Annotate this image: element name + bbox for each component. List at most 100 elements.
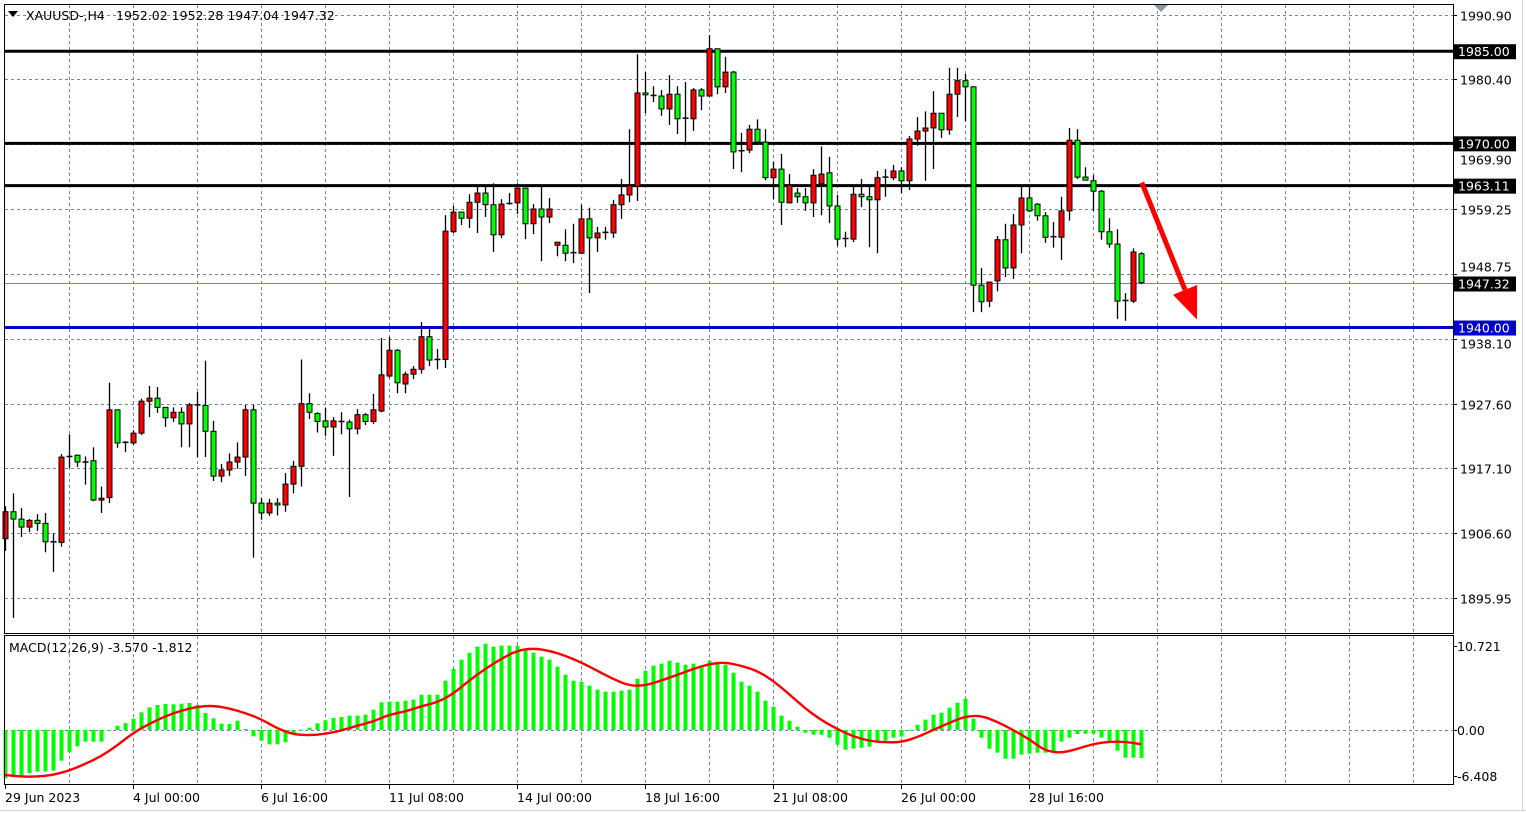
macd-title: MACD(12,26,9) -3.570 -1.812	[9, 640, 192, 655]
candle	[1106, 218, 1113, 248]
candle	[1026, 185, 1033, 213]
candle	[786, 174, 793, 204]
candle-body-bear	[970, 86, 977, 286]
macd-histogram-bar	[827, 730, 832, 738]
candle-body-bear	[10, 511, 17, 520]
macd-histogram-bar	[899, 730, 904, 737]
macd-histogram-bar	[259, 730, 264, 741]
macd-histogram-bar	[363, 714, 368, 730]
candle	[818, 146, 825, 216]
macd-histogram-bar	[811, 730, 816, 735]
candle-body-bull	[594, 232, 601, 239]
candle-body-bull	[954, 80, 961, 95]
candle	[1090, 175, 1097, 211]
candle-body-bear	[482, 192, 489, 206]
candle-body-bull	[410, 368, 417, 375]
candle-body-bear	[394, 349, 401, 384]
main-chart-frame	[4, 4, 1454, 634]
candle-body-bear	[698, 89, 705, 97]
candle-body-bear	[826, 172, 833, 207]
arrow-head-icon[interactable]	[1172, 285, 1198, 320]
macd-histogram-bar	[507, 645, 512, 730]
candle	[1074, 129, 1081, 179]
arrow-shaft[interactable]	[1139, 181, 1188, 291]
macd-histogram-bar	[667, 660, 672, 730]
candle	[850, 185, 857, 243]
candle	[954, 67, 961, 117]
candle-body-bear	[202, 405, 209, 432]
macd-histogram-bar	[771, 706, 776, 730]
time-tick-label: 18 Jul 16:00	[645, 790, 720, 805]
macd-histogram-bar	[99, 730, 104, 742]
level-price-tag-label: 1985.00	[1458, 44, 1510, 59]
chart-shift-marker-icon[interactable]	[1154, 5, 1168, 12]
candle	[346, 419, 353, 497]
macd-histogram-bar	[843, 730, 848, 750]
price-tick-label: 1906.60	[1460, 527, 1512, 542]
candle-body-bull	[618, 194, 625, 206]
candle-body-bear	[522, 187, 529, 225]
candle-body-bear	[1034, 203, 1041, 217]
candle-body-bear	[274, 502, 281, 506]
candle	[834, 194, 841, 246]
candle-body-bull	[906, 138, 913, 182]
price-tick-label: 1938.10	[1460, 337, 1512, 352]
time-tick-label: 29 Jun 2023	[5, 790, 80, 805]
candle-body-bull	[530, 208, 537, 225]
macd-histogram-bar	[651, 665, 656, 730]
candle	[802, 188, 809, 211]
macd-histogram-bar	[275, 730, 280, 745]
macd-histogram-bar	[747, 685, 752, 730]
macd-histogram-bar	[1067, 730, 1072, 738]
macd-histogram-bar	[963, 698, 968, 730]
macd-histogram-bar	[683, 664, 688, 730]
macd-histogram-bar	[795, 726, 800, 730]
candle-body-bull	[298, 403, 305, 467]
candle	[618, 178, 625, 219]
candle	[674, 86, 681, 135]
candle-body-bear	[586, 218, 593, 239]
dropdown-triangle-icon[interactable]	[8, 11, 18, 17]
candle	[522, 187, 529, 240]
candle-body-bull	[626, 185, 633, 196]
candle	[1138, 252, 1145, 285]
candle	[746, 124, 753, 154]
candle	[274, 498, 281, 516]
macd-histogram-bar	[675, 662, 680, 730]
macd-histogram-bar	[851, 730, 856, 749]
candle	[146, 385, 153, 418]
candle	[442, 215, 449, 369]
candle	[378, 337, 385, 413]
candle	[482, 186, 489, 218]
time-tick-label: 11 Jul 08:00	[389, 790, 464, 805]
candle-body-bear	[802, 196, 809, 204]
macd-histogram-bar	[1035, 730, 1040, 753]
candle	[738, 132, 745, 173]
candle-body-bear	[1074, 139, 1081, 178]
macd-histogram-bar	[979, 730, 984, 738]
macd-histogram-bar	[891, 730, 896, 738]
macd-histogram-bar	[547, 659, 552, 730]
macd-histogram-bar	[459, 659, 464, 730]
macd-histogram-bar	[227, 723, 232, 730]
candle	[906, 135, 913, 190]
candle-body-bear	[730, 71, 737, 153]
macd-histogram-bar	[171, 704, 176, 730]
candle	[602, 226, 609, 240]
annotation-arrow[interactable]	[1139, 181, 1198, 320]
macd-histogram-bar	[67, 730, 72, 753]
candle-body-bear	[314, 412, 321, 422]
candle-body-bull	[946, 93, 953, 131]
macd-histogram-bar	[451, 668, 456, 730]
candle	[1098, 189, 1105, 240]
candle-body-bull	[634, 92, 641, 187]
macd-histogram-bar	[123, 723, 128, 730]
candle-body-bear	[834, 205, 841, 240]
macd-histogram-bar	[803, 730, 808, 733]
macd-histogram-bar	[131, 718, 136, 730]
candle-body-bear	[962, 80, 969, 88]
macd-histogram-bar	[339, 716, 344, 730]
macd-histogram-bar	[371, 709, 376, 730]
macd-histogram-bar	[283, 730, 288, 743]
